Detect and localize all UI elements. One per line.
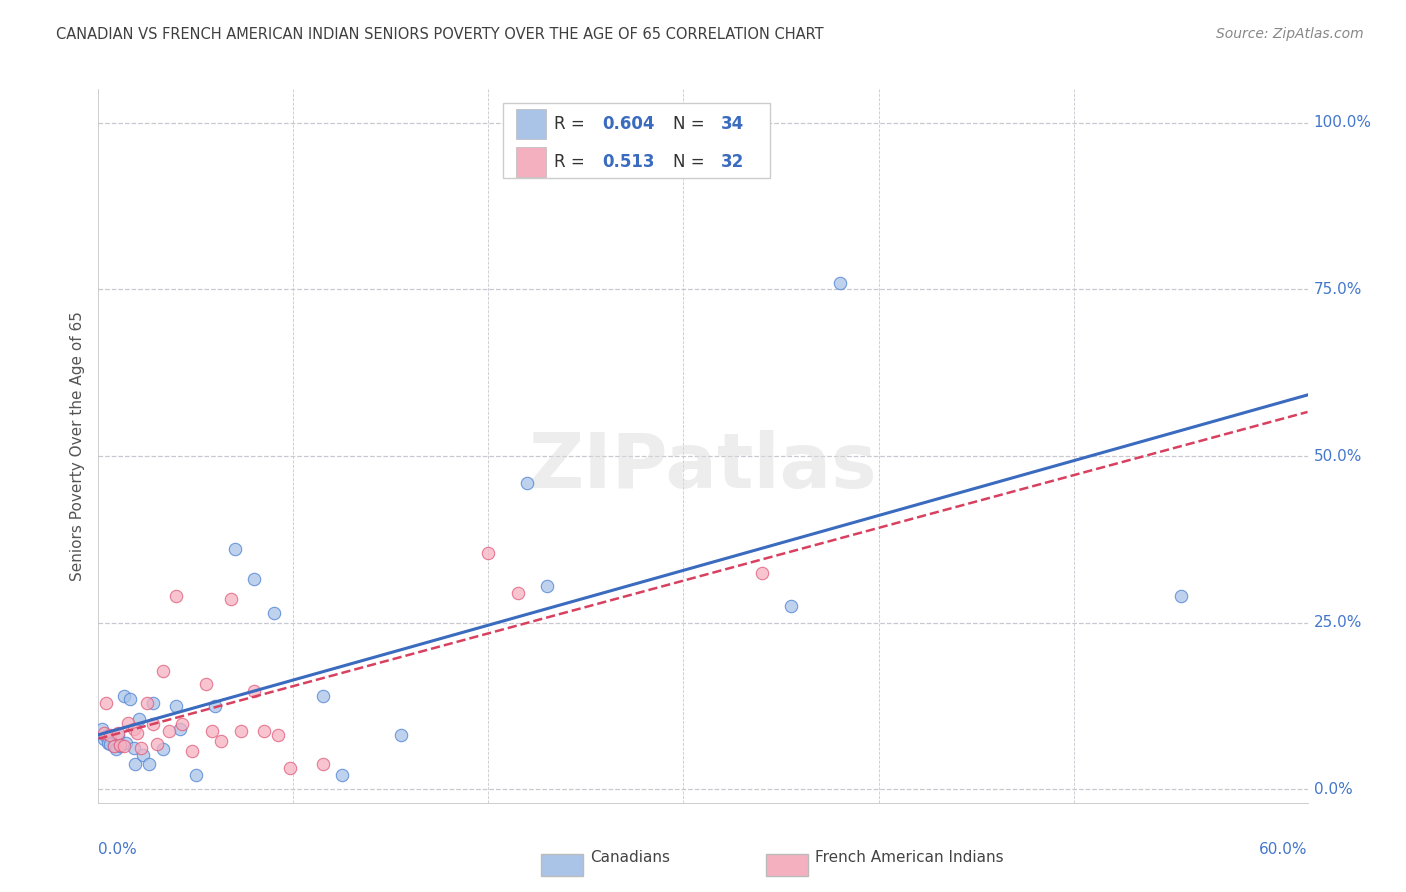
Point: [312, 757, 335, 772]
Point: [132, 747, 155, 762]
Point: [96, 696, 118, 710]
Point: [108, 739, 131, 753]
Point: [112, 739, 135, 753]
Text: 60.0%: 60.0%: [1260, 842, 1308, 857]
Point: [112, 689, 135, 703]
Point: [169, 723, 191, 737]
Text: Canadians: Canadians: [591, 850, 671, 865]
Point: [516, 475, 538, 490]
Point: [779, 599, 801, 613]
Point: [142, 696, 165, 710]
Point: [828, 276, 851, 290]
Point: [243, 683, 266, 698]
Point: [194, 677, 217, 691]
Text: CANADIAN VS FRENCH AMERICAN INDIAN SENIORS POVERTY OVER THE AGE OF 65 CORRELATIO: CANADIAN VS FRENCH AMERICAN INDIAN SENIO…: [56, 27, 824, 42]
Text: 50.0%: 50.0%: [1313, 449, 1362, 464]
Point: [98, 728, 121, 742]
FancyBboxPatch shape: [516, 147, 546, 177]
Point: [477, 546, 499, 560]
Point: [165, 589, 187, 603]
Point: [108, 738, 131, 752]
Point: [536, 579, 558, 593]
Point: [96, 729, 118, 743]
Point: [389, 728, 412, 742]
Text: ZIPatlas: ZIPatlas: [529, 431, 877, 504]
Point: [267, 728, 290, 742]
Point: [127, 725, 149, 739]
Text: 0.604: 0.604: [603, 115, 655, 134]
Point: [152, 742, 174, 756]
Point: [128, 713, 150, 727]
Point: [118, 692, 141, 706]
FancyBboxPatch shape: [503, 103, 769, 178]
Text: 0.0%: 0.0%: [98, 842, 138, 857]
Point: [243, 573, 266, 587]
Point: [114, 736, 136, 750]
Text: 100.0%: 100.0%: [1313, 115, 1372, 130]
Point: [107, 725, 129, 739]
Point: [98, 737, 121, 751]
Text: 32: 32: [721, 153, 744, 171]
Point: [253, 723, 276, 738]
FancyBboxPatch shape: [516, 110, 546, 139]
Text: 0.513: 0.513: [603, 153, 655, 171]
Point: [157, 723, 180, 738]
Point: [751, 566, 773, 580]
Text: Source: ZipAtlas.com: Source: ZipAtlas.com: [1216, 27, 1364, 41]
Point: [117, 715, 139, 730]
Point: [181, 744, 204, 758]
Point: [93, 732, 115, 747]
Point: [219, 592, 242, 607]
Text: N =: N =: [672, 115, 710, 134]
Point: [91, 723, 114, 737]
Point: [136, 696, 159, 710]
Point: [172, 717, 194, 731]
Text: 0.0%: 0.0%: [1313, 782, 1353, 797]
Point: [1170, 589, 1192, 603]
Point: [229, 723, 252, 738]
Point: [146, 737, 169, 751]
Point: [165, 699, 187, 714]
Point: [200, 723, 222, 738]
Y-axis label: Seniors Poverty Over the Age of 65: Seniors Poverty Over the Age of 65: [70, 311, 86, 581]
Point: [103, 739, 125, 753]
Text: R =: R =: [554, 153, 591, 171]
Point: [93, 725, 115, 739]
Point: [152, 664, 174, 678]
Point: [142, 717, 165, 731]
Point: [224, 542, 246, 557]
Point: [107, 729, 129, 743]
Text: 75.0%: 75.0%: [1313, 282, 1362, 297]
Point: [131, 741, 153, 756]
Point: [124, 757, 146, 772]
Point: [122, 741, 145, 756]
Point: [312, 689, 335, 703]
Point: [263, 606, 285, 620]
Point: [278, 761, 301, 775]
Text: N =: N =: [672, 153, 710, 171]
Point: [330, 768, 353, 782]
Point: [138, 757, 160, 772]
Point: [97, 736, 120, 750]
Text: 34: 34: [721, 115, 744, 134]
Point: [506, 585, 529, 599]
Point: [103, 739, 125, 753]
Text: French American Indians: French American Indians: [815, 850, 1004, 865]
Text: R =: R =: [554, 115, 591, 134]
Point: [204, 699, 226, 714]
Point: [122, 723, 145, 737]
Text: 25.0%: 25.0%: [1313, 615, 1362, 631]
Point: [209, 734, 232, 748]
Point: [184, 768, 207, 782]
Point: [104, 742, 127, 756]
